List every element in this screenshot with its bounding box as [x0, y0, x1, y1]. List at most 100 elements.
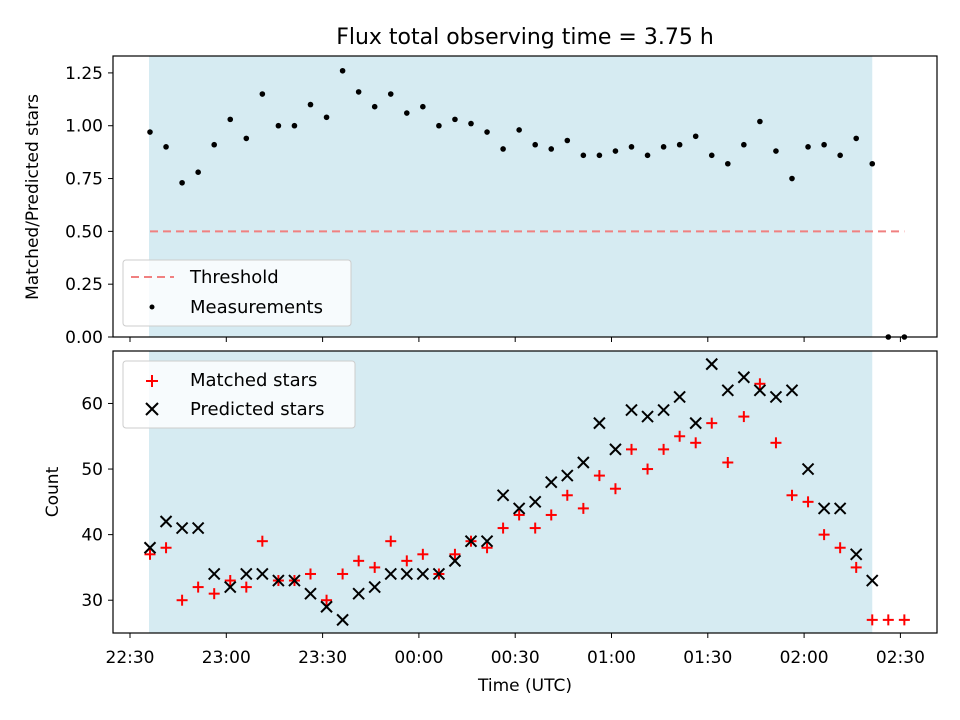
matched-star-marker — [882, 614, 894, 626]
predicted-star-marker — [207, 567, 221, 581]
predicted-star-marker — [528, 495, 542, 509]
x-tick-label: 02:30 — [876, 648, 925, 668]
matched-star-marker — [706, 417, 718, 429]
predicted-star-marker — [689, 416, 702, 430]
predicted-star-marker — [721, 384, 735, 397]
bottom-legend-box — [122, 360, 356, 429]
measurements-legend-label: Measurements — [190, 297, 323, 318]
matched-star-marker — [577, 502, 589, 514]
measurement-point — [708, 152, 715, 159]
measurement-point — [355, 89, 362, 95]
measurement-point — [596, 152, 603, 159]
predicted-star-marker — [400, 567, 414, 581]
predicted-star-marker — [432, 567, 446, 581]
y-tick-label: 1.25 — [65, 64, 103, 84]
predicted-star-marker — [657, 403, 670, 417]
measurement-point — [757, 118, 763, 125]
matched-star-marker — [609, 483, 621, 495]
matched-star-marker — [305, 568, 316, 580]
threshold-legend-label: Threshold — [189, 267, 279, 288]
top-legend-box — [122, 259, 352, 327]
predicted-star-marker — [448, 554, 462, 568]
predicted-star-marker — [175, 521, 189, 535]
predicted-star-marker — [224, 580, 237, 594]
predicted-star-marker — [817, 502, 831, 515]
matched-star-marker — [754, 378, 766, 390]
measurement-point — [339, 67, 346, 74]
measurement-point — [371, 103, 378, 110]
x-axis-label: Time (UTC) — [477, 676, 572, 696]
bottom-y-axis-label: Count — [43, 466, 63, 517]
predicted-star-marker — [641, 410, 654, 423]
matched-star-marker — [690, 437, 702, 449]
measurement-point — [805, 144, 811, 150]
matched-legend-label: Matched stars — [190, 370, 317, 391]
measurement-point — [612, 148, 619, 154]
matched-star-marker — [674, 430, 686, 442]
matched-star-marker — [385, 535, 397, 547]
y-tick-label: 30 — [81, 591, 103, 611]
measurement-point — [692, 133, 699, 140]
matched-star-marker — [866, 614, 878, 626]
measurement-point — [468, 120, 474, 127]
measurement-point — [484, 129, 490, 135]
matched-star-marker — [208, 588, 220, 600]
predicted-star-marker — [496, 489, 510, 502]
predicted-star-marker — [304, 587, 317, 600]
matched-star-marker — [224, 575, 236, 587]
y-tick-label: 60 — [81, 394, 103, 414]
measurement-point — [211, 141, 217, 148]
measurement-point — [789, 175, 795, 182]
x-tick-label: 23:30 — [298, 648, 347, 668]
measurement-point — [307, 101, 314, 108]
top-legend: Threshold Measurements — [122, 259, 352, 327]
top-plot-frame — [112, 55, 938, 338]
predicted-legend-label: Predicted stars — [190, 399, 324, 420]
matched-star-marker — [561, 489, 573, 501]
matched-star-marker — [898, 614, 910, 626]
measurement-point — [291, 122, 298, 129]
matched-star-marker — [818, 529, 830, 541]
predicted-star-marker — [833, 502, 847, 515]
predicted-star-marker — [785, 384, 799, 397]
predicted-star-marker — [288, 574, 301, 587]
predicted-star-marker — [801, 462, 815, 476]
matched-star-marker — [626, 443, 637, 455]
matched-star-marker — [144, 548, 156, 560]
predicted-star-marker — [545, 475, 558, 489]
y-tick-label: 1.00 — [65, 117, 103, 137]
measurement-point — [564, 137, 571, 144]
x-tick-label: 22:30 — [106, 648, 155, 668]
measurement-point — [660, 144, 667, 150]
matched-star-marker — [593, 470, 605, 482]
measurement-point — [227, 116, 234, 123]
matched-star-marker — [529, 522, 541, 534]
predicted-star-marker — [609, 443, 622, 456]
y-tick-label: 0.25 — [65, 275, 103, 295]
measurement-point — [676, 141, 683, 148]
measurement-point — [179, 179, 185, 186]
bottom-plot-frame — [112, 350, 938, 634]
measurement-point — [163, 144, 169, 150]
matched-star-marker — [369, 561, 381, 573]
predicted-star-marker — [272, 574, 285, 587]
y-tick-label: 40 — [81, 526, 103, 546]
predicted-star-marker — [849, 548, 863, 561]
predicted-star-marker — [577, 456, 590, 469]
y-tick-label: 0.50 — [65, 222, 103, 242]
matched-star-marker — [401, 555, 413, 567]
chart-title: Flux total observing time = 3.75 h — [336, 25, 714, 50]
measurement-point — [853, 135, 859, 142]
measurement-point — [644, 152, 651, 159]
matched-star-marker — [802, 496, 814, 508]
top-y-axis-label: Matched/Predicted stars — [23, 94, 43, 300]
measurement-point — [885, 334, 892, 340]
predicted-star-marker — [561, 469, 574, 482]
predicted-star-marker — [159, 515, 173, 528]
matched-star-marker — [449, 548, 461, 560]
matched-star-marker — [497, 522, 509, 534]
measurement-point — [404, 110, 410, 116]
matched-stars-points — [144, 378, 910, 626]
matched-star-marker — [192, 581, 204, 593]
matched-star-marker — [834, 542, 846, 554]
